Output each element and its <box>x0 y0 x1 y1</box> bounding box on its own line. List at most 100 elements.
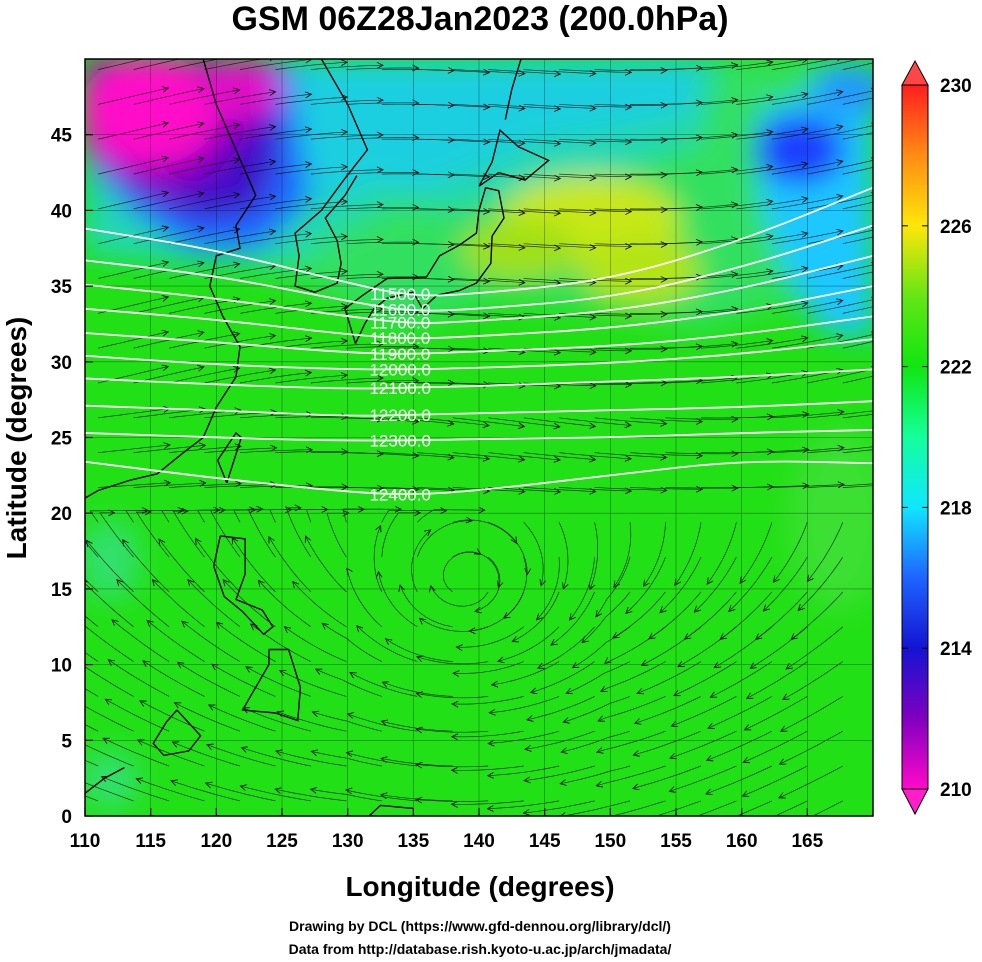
streamline-arrowhead <box>310 749 318 757</box>
streamline <box>169 124 240 140</box>
streamline-arrowhead <box>518 455 526 463</box>
streamline-arrowhead <box>233 331 241 338</box>
streamline <box>98 122 169 140</box>
streamline-arrowhead <box>660 486 668 494</box>
streamline-arrowhead <box>107 659 115 666</box>
streamline <box>204 300 276 314</box>
streamline <box>497 626 560 662</box>
streamline <box>523 208 596 214</box>
streamline-arrowhead <box>146 619 154 627</box>
streamline-arrowhead <box>562 717 570 724</box>
streamline <box>736 232 808 245</box>
streamline <box>451 800 524 805</box>
streamline-arrowhead <box>321 622 329 630</box>
streamline <box>146 620 205 662</box>
streamline <box>610 800 666 816</box>
streamline <box>488 278 561 284</box>
height-contours <box>85 186 873 496</box>
streamline-arrowhead <box>482 421 490 429</box>
streamline-arrowhead <box>170 779 178 786</box>
streamline-arrowhead <box>197 156 205 163</box>
streamline-arrowhead <box>483 103 491 111</box>
streamline-arrowhead <box>660 420 668 427</box>
streamline <box>671 696 737 727</box>
streamline-arrowhead <box>161 364 170 372</box>
streamline <box>268 536 312 593</box>
colorbar-tick-label: 214 <box>940 639 972 660</box>
streamline-arrowhead <box>797 604 805 612</box>
streamline-arrowhead <box>412 169 420 176</box>
streamline-arrowhead <box>486 805 494 812</box>
streamline <box>452 551 500 588</box>
streamline-arrowhead <box>565 687 573 695</box>
streamline <box>581 591 631 643</box>
streamline <box>524 765 595 782</box>
streamline-arrowhead <box>161 86 170 93</box>
streamline <box>797 556 844 611</box>
streamline <box>258 580 312 628</box>
streamline-arrowhead <box>161 329 170 337</box>
streamline-arrowhead <box>181 620 189 628</box>
streamline-arrowhead <box>340 337 349 345</box>
streamline <box>98 87 169 105</box>
streamline-arrowhead <box>161 295 170 302</box>
streamline <box>744 696 808 731</box>
streamline-arrowhead <box>268 89 277 96</box>
streamline <box>523 417 596 427</box>
streamline <box>381 509 447 523</box>
streamline <box>305 535 347 593</box>
streamline <box>417 452 490 460</box>
streamline-arrowhead <box>274 787 282 794</box>
streamline <box>275 750 347 767</box>
streamline <box>101 776 170 802</box>
streamline <box>487 765 560 777</box>
streamline <box>559 69 632 73</box>
height-contour-line <box>85 338 873 371</box>
coastline <box>367 804 414 816</box>
streamline-arrowhead <box>270 408 278 416</box>
streamline <box>842 236 873 245</box>
streamline-arrowhead <box>836 124 844 131</box>
colorbar-ticks: 210 214 218 222 226 230 <box>902 76 972 801</box>
streamline-arrowhead <box>376 62 384 69</box>
streamline-arrowhead <box>625 606 633 614</box>
streamline <box>239 93 312 105</box>
streamline <box>743 730 808 763</box>
streamline <box>594 417 667 425</box>
height-contour-line <box>85 315 873 355</box>
streamline-arrowhead <box>510 536 517 545</box>
streamline <box>312 711 382 732</box>
streamline <box>417 347 490 352</box>
streamline-arrowhead <box>38 658 45 664</box>
streamline <box>665 308 738 314</box>
streamline-arrowhead <box>836 159 844 166</box>
streamline-arrowhead <box>440 507 448 514</box>
streamline <box>169 483 242 488</box>
streamline-arrowhead <box>660 171 668 179</box>
height-contour-line <box>85 224 873 312</box>
streamline-arrowhead <box>245 666 253 673</box>
streamline <box>559 487 632 492</box>
streamline <box>417 417 490 426</box>
streamline <box>239 449 313 453</box>
streamline <box>700 166 773 175</box>
streamline-arrowhead <box>488 708 496 716</box>
streamline <box>637 661 702 694</box>
streamline-arrowhead <box>36 697 43 703</box>
streamline <box>98 157 169 175</box>
streamline-arrowhead <box>163 442 171 449</box>
streamline-arrowhead <box>483 138 491 146</box>
streamline-arrowhead <box>706 823 713 829</box>
streamline <box>381 417 454 425</box>
streamline <box>710 661 773 698</box>
streamline <box>86 540 134 593</box>
contour-label: 11800.0 <box>370 329 430 348</box>
streamline <box>349 672 418 697</box>
streamline-arrowhead <box>376 374 384 382</box>
coastline <box>85 59 257 499</box>
streamline <box>169 263 240 279</box>
streamline <box>169 333 240 349</box>
streamline-arrowhead <box>739 576 747 584</box>
streamline-arrowhead <box>766 268 774 276</box>
